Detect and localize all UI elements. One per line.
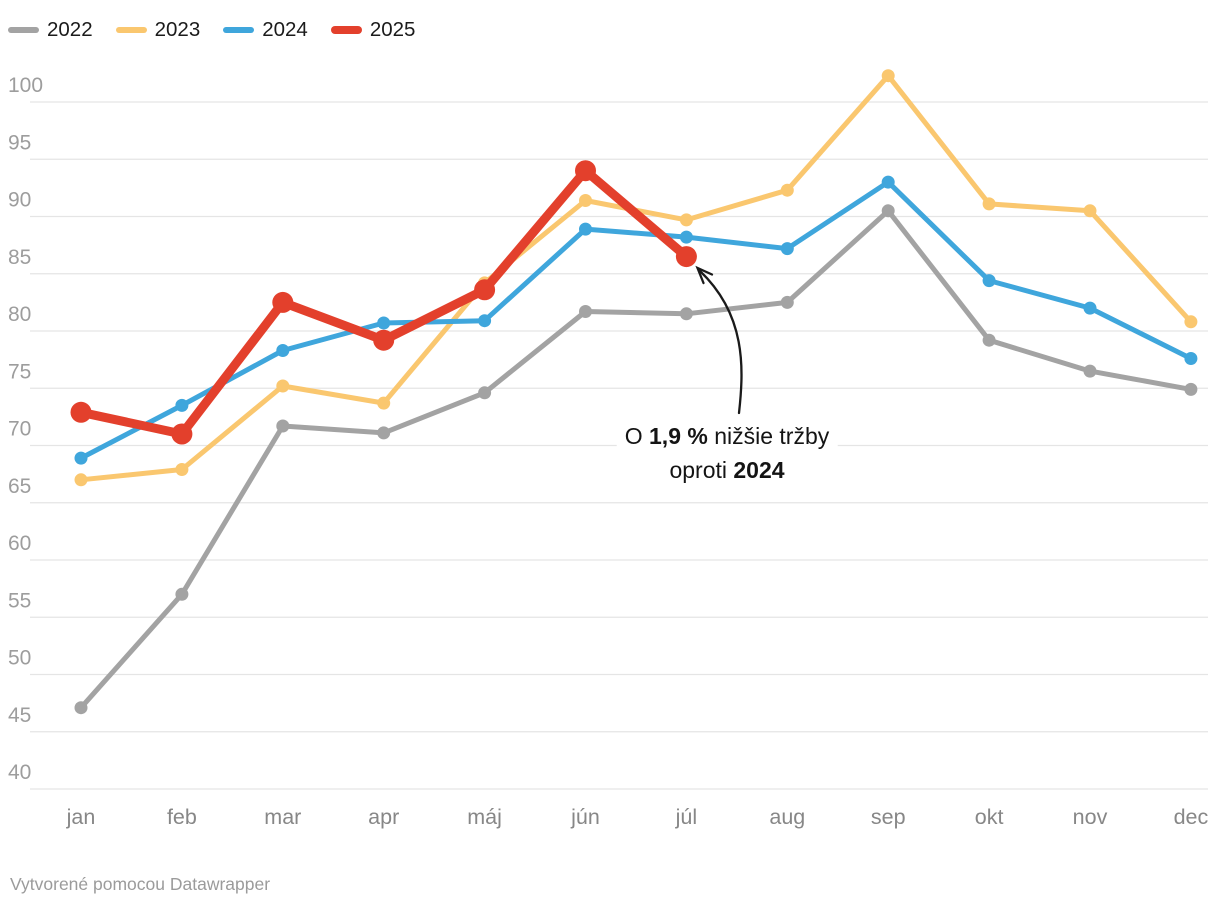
data-point-2024-aug[interactable]: [780, 242, 794, 256]
x-tick-label-júl: júl: [675, 805, 698, 829]
data-point-2022-apr[interactable]: [377, 426, 391, 440]
legend-item-2023: 2023: [115, 18, 201, 42]
x-tick-label-okt: okt: [975, 805, 1004, 829]
y-tick-label-80: 80: [8, 303, 31, 326]
legend-swatch-2024: [223, 27, 255, 33]
y-tick-label-50: 50: [8, 647, 31, 670]
x-tick-label-feb: feb: [167, 805, 197, 829]
data-point-2022-aug[interactable]: [780, 295, 794, 309]
series-2025: [70, 160, 697, 445]
x-tick-label-sep: sep: [871, 805, 906, 829]
y-tick-label-45: 45: [8, 704, 31, 727]
y-tick-label-55: 55: [8, 589, 31, 612]
data-point-2023-mar[interactable]: [276, 379, 290, 393]
data-point-2022-júl[interactable]: [679, 307, 693, 321]
data-point-2023-júl[interactable]: [679, 213, 693, 227]
data-point-2022-dec[interactable]: [1184, 382, 1198, 396]
data-point-2023-aug[interactable]: [780, 183, 794, 197]
data-point-2023-feb[interactable]: [175, 463, 189, 476]
annotation-arrow: [695, 265, 743, 415]
y-tick-label-60: 60: [8, 532, 31, 555]
x-tick-label-jan: jan: [66, 805, 96, 829]
data-point-2023-nov[interactable]: [1083, 204, 1097, 218]
y-tick-label-70: 70: [8, 418, 31, 441]
legend-swatch-2025: [330, 26, 362, 34]
data-point-2024-sep[interactable]: [881, 175, 895, 189]
series-2022: [74, 204, 1198, 715]
x-tick-label-apr: apr: [368, 805, 399, 829]
x-axis-labels: jan feb mar apr máj jún júl aug sep okt nov dec: [66, 805, 1209, 829]
y-tick-label-100: 100: [8, 74, 43, 97]
legend-label-2022: 2022: [47, 18, 93, 41]
data-point-2025-júl[interactable]: [675, 246, 697, 268]
annotation-callout: O 1,9 % nižšie tržby oproti 2024: [616, 419, 838, 487]
data-point-2022-jan[interactable]: [74, 701, 88, 715]
y-tick-label-65: 65: [8, 475, 31, 498]
series-line-2024[interactable]: [78, 179, 1194, 461]
legend-item-2022: 2022: [8, 18, 93, 42]
series-line-2022[interactable]: [78, 208, 1194, 711]
x-tick-label-dec: dec: [1174, 805, 1209, 829]
arrow-head: [695, 265, 714, 285]
annotation-line-2: oproti 2024: [669, 457, 785, 483]
data-point-2025-jún[interactable]: [575, 160, 596, 182]
data-point-2024-jún[interactable]: [579, 222, 592, 236]
gridlines: [30, 101, 1208, 790]
data-point-2024-jan[interactable]: [74, 451, 88, 465]
x-tick-label-mar: mar: [264, 805, 301, 829]
data-point-2023-sep[interactable]: [881, 69, 895, 83]
data-point-2025-mar[interactable]: [272, 291, 294, 313]
data-point-2024-okt[interactable]: [982, 274, 996, 288]
y-tick-label-75: 75: [8, 360, 31, 383]
data-point-2025-jan[interactable]: [70, 401, 92, 423]
data-point-2022-sep[interactable]: [881, 204, 895, 218]
legend-item-2025: 2025: [330, 18, 416, 42]
x-tick-label-jún: jún: [570, 805, 600, 829]
legend-swatch-2022: [8, 27, 39, 33]
data-point-2022-feb[interactable]: [175, 587, 189, 601]
data-point-2022-máj[interactable]: [478, 386, 492, 400]
arrow-curve: [698, 269, 743, 415]
data-point-2023-dec[interactable]: [1184, 315, 1198, 329]
x-tick-label-máj: máj: [467, 805, 502, 829]
data-point-2025-feb[interactable]: [171, 423, 193, 445]
data-point-2024-máj[interactable]: [478, 314, 492, 328]
data-point-2024-apr[interactable]: [377, 316, 391, 330]
legend-item-2024: 2024: [223, 18, 308, 42]
data-point-2023-okt[interactable]: [982, 197, 996, 211]
data-point-2024-nov[interactable]: [1083, 301, 1097, 315]
data-point-2024-dec[interactable]: [1184, 352, 1198, 365]
data-point-2024-feb[interactable]: [175, 398, 189, 412]
series-line-2025[interactable]: [76, 166, 691, 439]
datawrapper-attribution: Vytvorené pomocou Datawrapper: [10, 874, 271, 894]
data-point-2025-máj[interactable]: [474, 279, 496, 301]
legend-swatch-2023: [115, 27, 147, 33]
x-tick-label-nov: nov: [1073, 805, 1108, 829]
data-point-2022-okt[interactable]: [982, 333, 996, 347]
data-point-2022-nov[interactable]: [1083, 364, 1097, 378]
y-tick-label-95: 95: [8, 131, 31, 154]
legend-label-2025: 2025: [369, 18, 416, 41]
x-tick-label-aug: aug: [769, 805, 805, 829]
legend-label-2023: 2023: [154, 18, 201, 41]
series-2024: [74, 175, 1198, 465]
data-point-2024-mar[interactable]: [276, 344, 290, 357]
chart-legend: 2022 2023 2024 2025: [8, 17, 415, 43]
y-axis-labels: 40 45 50 55 60 65 70 75 80 85 90 95 100: [8, 74, 43, 784]
data-point-2023-jún[interactable]: [579, 194, 592, 207]
annotation-line-1: O 1,9 % nižšie tržby: [624, 423, 830, 449]
data-point-2025-apr[interactable]: [373, 329, 395, 351]
data-point-2023-jan[interactable]: [74, 473, 88, 487]
data-point-2022-mar[interactable]: [276, 419, 290, 433]
y-tick-label-85: 85: [8, 246, 31, 269]
y-tick-label-40: 40: [8, 761, 31, 784]
data-point-2023-apr[interactable]: [377, 396, 391, 410]
data-point-2024-júl[interactable]: [679, 230, 693, 244]
data-point-2022-jún[interactable]: [579, 305, 592, 318]
y-tick-label-90: 90: [8, 189, 31, 212]
legend-label-2024: 2024: [262, 18, 308, 41]
